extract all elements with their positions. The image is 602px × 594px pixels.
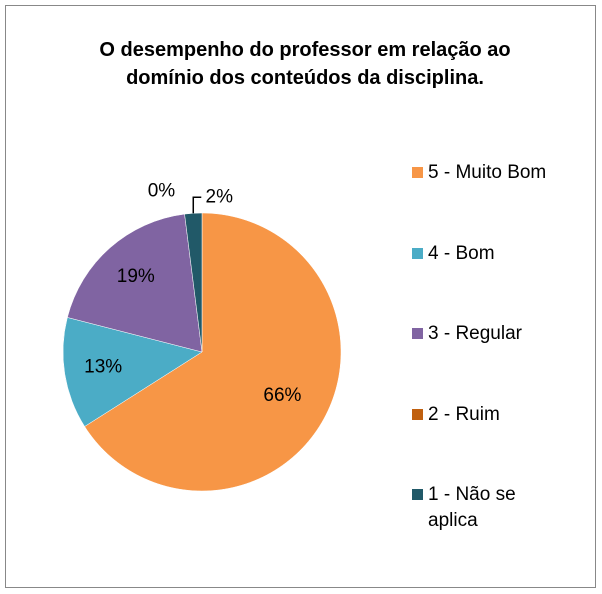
data-label: 66% (263, 385, 301, 406)
data-label: 2% (206, 186, 234, 207)
legend-label: 1 - Não se aplica (428, 484, 516, 531)
legend-item: 5 - Muito Bom (412, 160, 587, 186)
chart-title: O desempenho do professor em relação ao … (99, 39, 511, 89)
frame (5, 5, 596, 588)
legend-swatch (412, 167, 423, 178)
data-label: 13% (84, 357, 122, 378)
legend-label: 4 - Bom (428, 242, 495, 264)
legend-item: 4 - Bom (412, 241, 587, 267)
leader-line (192, 196, 202, 214)
legend-swatch (412, 247, 423, 259)
legend-item: 3 - Regular (412, 321, 587, 347)
data-label: 0% (148, 180, 176, 201)
legend-label: 3 - Regular (428, 323, 522, 344)
data-label: 19% (117, 266, 155, 287)
legend-swatch (412, 408, 423, 420)
legend-label: 2 - Ruim (428, 403, 500, 425)
legend-item: 1 - Não se aplica (412, 482, 587, 534)
legend-item: 2 - Ruim (412, 402, 587, 428)
pie-slice (84, 212, 342, 492)
legend-swatch (412, 328, 423, 339)
pie-slice (67, 213, 203, 353)
legend-swatch (412, 489, 423, 500)
legend-label: 5 - Muito Bom (428, 162, 547, 183)
pie-slice (62, 317, 203, 427)
